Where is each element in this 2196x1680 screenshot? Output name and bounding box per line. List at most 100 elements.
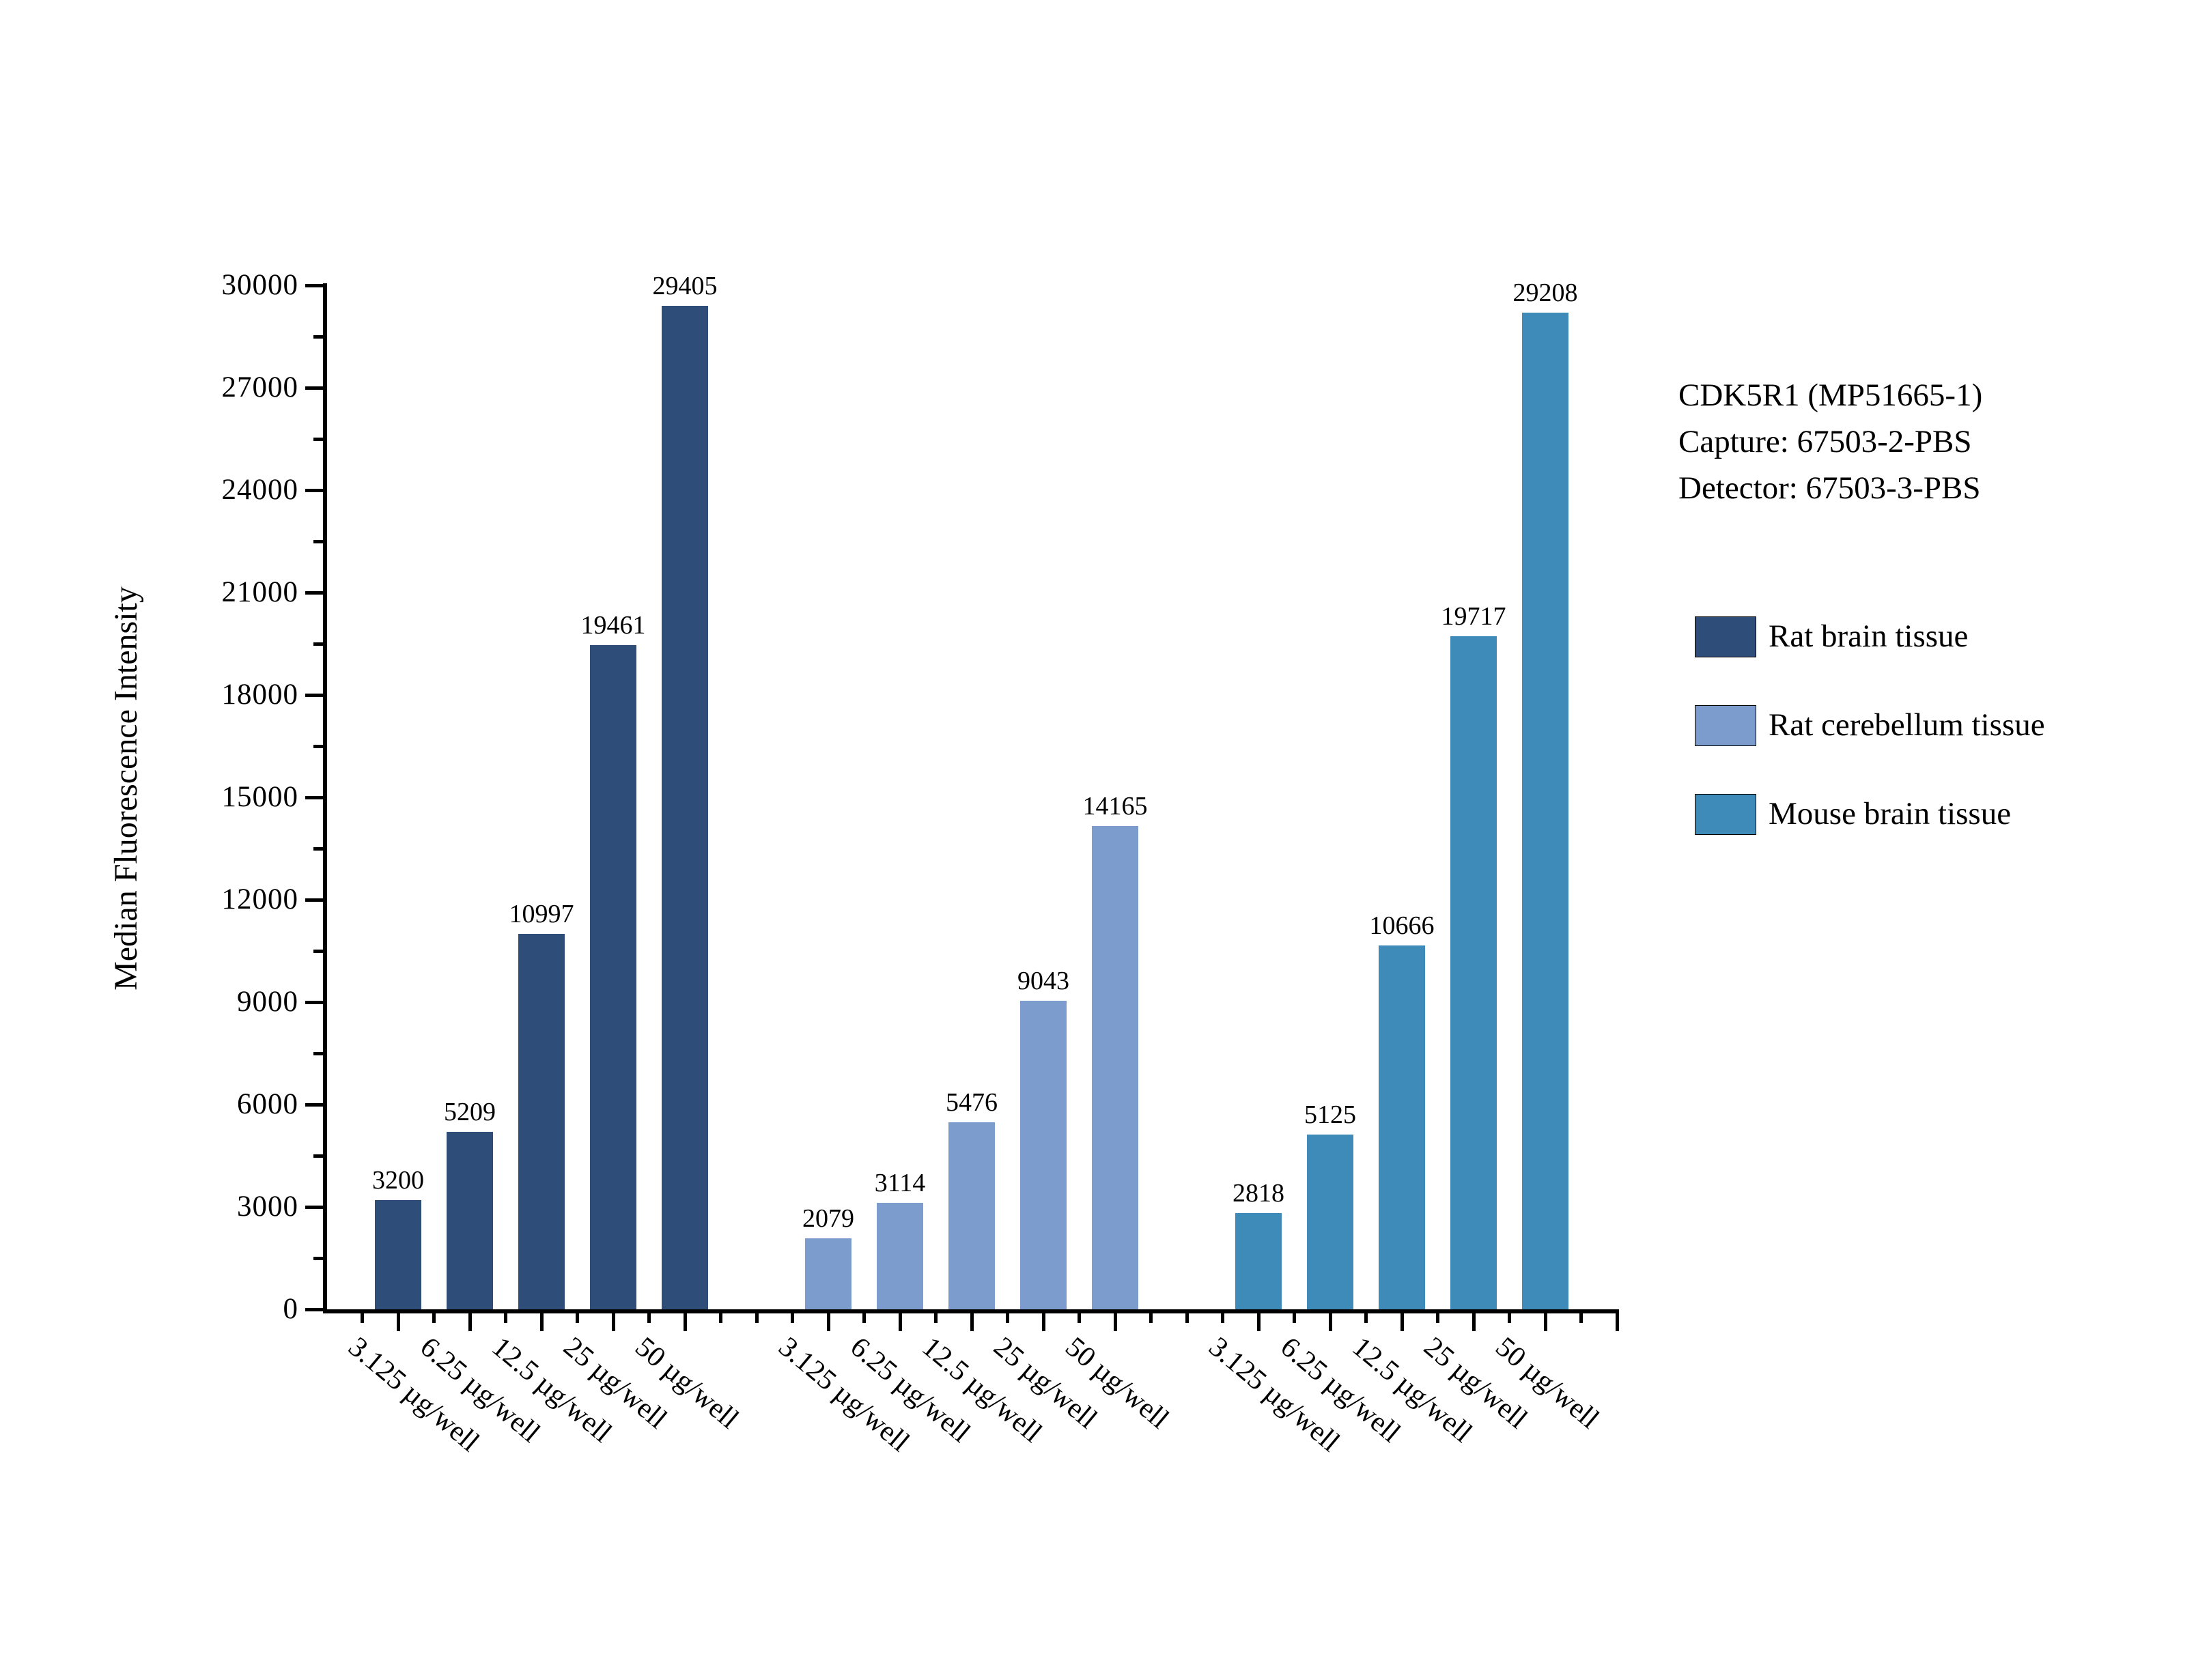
y-minor-tick [313,1154,323,1158]
bar [1092,825,1138,1309]
y-major-tick [305,386,323,390]
x-minor-tick [647,1309,651,1323]
y-minor-tick [313,437,323,441]
bar-value-label: 9043 [1017,966,1069,995]
bar-value-label: 29405 [652,271,718,300]
y-axis-spine [323,283,327,1313]
y-tick-label: 6000 [237,1088,298,1120]
bar-value-label: 2818 [1233,1179,1284,1208]
bar-value-label: 5125 [1304,1100,1356,1129]
x-minor-tick [504,1309,507,1323]
x-major-tick [611,1309,615,1331]
annotation-line-1: CDK5R1 (MP51665-1) [1678,378,1983,413]
x-major-tick [1113,1309,1117,1331]
bar [877,1203,923,1309]
x-major-tick [539,1309,544,1331]
bar [518,934,565,1309]
x-major-tick [970,1309,974,1331]
x-major-tick [826,1309,830,1331]
bar [1307,1134,1353,1309]
legend-label: Rat brain tissue [1769,618,1969,654]
bar-value-label: 3114 [874,1169,926,1198]
annotation-block: CDK5R1 (MP51665-1) Capture: 67503-2-PBS … [1678,372,1982,511]
x-major-tick [1400,1309,1404,1331]
x-minor-tick [576,1309,579,1323]
x-minor-tick [791,1309,794,1323]
y-major-tick [305,693,323,697]
x-major-tick [1615,1309,1619,1331]
y-tick-label: 3000 [237,1191,298,1223]
bar-value-label: 29208 [1512,278,1578,307]
x-minor-tick [934,1309,938,1323]
x-major-tick [1328,1309,1332,1331]
y-minor-tick [313,642,323,646]
x-minor-tick [1508,1309,1511,1323]
y-tick-label: 27000 [221,371,298,403]
legend-item: Rat cerebellum tissue [1695,705,2173,746]
y-tick-label: 30000 [221,269,298,301]
x-minor-tick [1436,1309,1439,1323]
bar [1235,1213,1282,1309]
x-minor-tick [1006,1309,1009,1323]
bar-value-label: 14165 [1082,791,1148,821]
bar [662,305,708,1309]
bar [1522,312,1568,1309]
y-tick-label: 15000 [221,781,298,813]
y-major-tick [305,795,323,799]
y-tick-label: 9000 [237,986,298,1018]
x-major-tick [1472,1309,1476,1331]
bar [1379,945,1425,1309]
annotation-line-3: Detector: 67503-3-PBS [1678,470,1981,506]
y-major-tick [305,488,323,492]
bar-value-label: 19717 [1441,602,1506,631]
x-minor-tick [1149,1309,1153,1323]
legend-item: Rat brain tissue [1695,616,2173,657]
y-minor-tick [313,1256,323,1260]
bar-value-label: 10997 [509,900,574,929]
y-minor-tick [313,949,323,953]
bar [375,1200,421,1309]
y-minor-tick [313,744,323,748]
x-minor-tick [1293,1309,1296,1323]
annotation-line-2: Capture: 67503-2-PBS [1678,424,1972,459]
y-major-tick [305,1205,323,1209]
bar [590,644,636,1309]
x-major-tick [898,1309,902,1331]
x-minor-tick [361,1309,364,1323]
x-minor-tick [755,1309,759,1323]
x-minor-tick [1579,1309,1583,1323]
bar-value-label: 2079 [802,1204,854,1234]
bar [447,1131,493,1309]
y-major-tick [305,590,323,595]
y-tick-label: 24000 [221,474,298,506]
y-major-tick [305,1000,323,1004]
x-minor-tick [432,1309,436,1323]
legend-label: Rat cerebellum tissue [1769,707,2045,743]
x-major-tick [1543,1309,1547,1331]
y-tick-label: 12000 [221,883,298,915]
bar-value-label: 10666 [1369,911,1435,940]
bar-value-label: 5209 [444,1097,496,1126]
y-major-tick [305,898,323,902]
x-major-tick [468,1309,472,1331]
x-minor-tick [862,1309,866,1323]
legend-swatch [1695,794,1756,835]
y-tick-label: 21000 [221,576,298,608]
bar [1020,1000,1067,1309]
y-minor-tick [313,539,323,543]
legend-swatch [1695,616,1756,657]
y-major-tick [305,1102,323,1107]
x-minor-tick [719,1309,722,1323]
legend-swatch [1695,705,1756,746]
x-major-tick [396,1309,400,1331]
x-major-tick [1256,1309,1261,1331]
bar [948,1122,995,1309]
y-tick-label: 0 [283,1293,298,1325]
y-minor-tick [313,1051,323,1055]
bar-value-label: 5476 [946,1088,998,1117]
bar [805,1238,851,1309]
y-tick-label: 18000 [221,679,298,711]
x-major-tick [1041,1309,1045,1331]
x-minor-tick [1078,1309,1081,1323]
